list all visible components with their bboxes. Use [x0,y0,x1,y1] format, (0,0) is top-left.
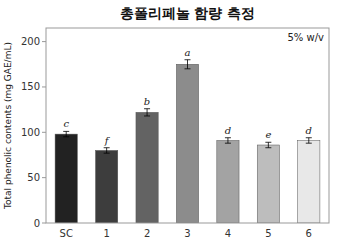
error-bar [63,131,69,136]
y-tick [42,223,46,224]
error-bar [225,138,231,143]
x-tick-label: 5 [265,228,271,239]
y-tick-label: 150 [21,81,40,92]
y-tick [42,86,46,87]
bar [136,112,158,223]
bar [257,145,279,223]
significance-letter: a [185,47,191,58]
y-axis-label: Total phenolic contents (mg GAE/mL) [3,42,13,210]
y-tick [42,177,46,178]
chart-svg: c f b a d e d 0 50 100 150 200 SC 1 2 3 4 5 6 5% w/v Total p… [0,0,337,245]
significance-letter: d [306,125,312,136]
y-tick [42,132,46,133]
y-tick [42,41,46,42]
bars [55,60,320,223]
plot-frame [46,28,329,223]
chart-title: 총폴리페놀 함량 측정 [120,5,256,21]
error-bar [265,142,271,147]
chart-container: c f b a d e d 0 50 100 150 200 SC 1 2 3 4 5 6 5% w/v Total p… [0,0,337,245]
bar [176,64,198,223]
bar [217,140,239,223]
bar [298,140,320,223]
error-bar [104,148,110,153]
error-bar [144,109,150,116]
y-tick-label: 100 [21,127,40,138]
x-tick-label: 4 [225,228,231,239]
error-bar [306,138,312,143]
x-tick-label: 1 [103,228,109,239]
significance-letter: c [63,118,69,129]
y-tick-label: 200 [21,36,40,47]
bar [96,150,118,223]
annotation: 5% w/v [287,32,324,43]
error-bar [185,60,191,69]
significance-letter: d [225,125,231,136]
x-tick-label: 3 [184,228,190,239]
significance-letter: f [104,135,111,146]
x-tick-label: 2 [144,228,150,239]
significance-letter: b [144,96,150,107]
significance-letter: e [265,129,271,140]
x-tick-label: SC [60,228,73,239]
y-tick-label: 50 [27,172,40,183]
y-tick-label: 0 [34,218,40,229]
x-tick-label: 6 [306,228,312,239]
bar [55,134,77,223]
